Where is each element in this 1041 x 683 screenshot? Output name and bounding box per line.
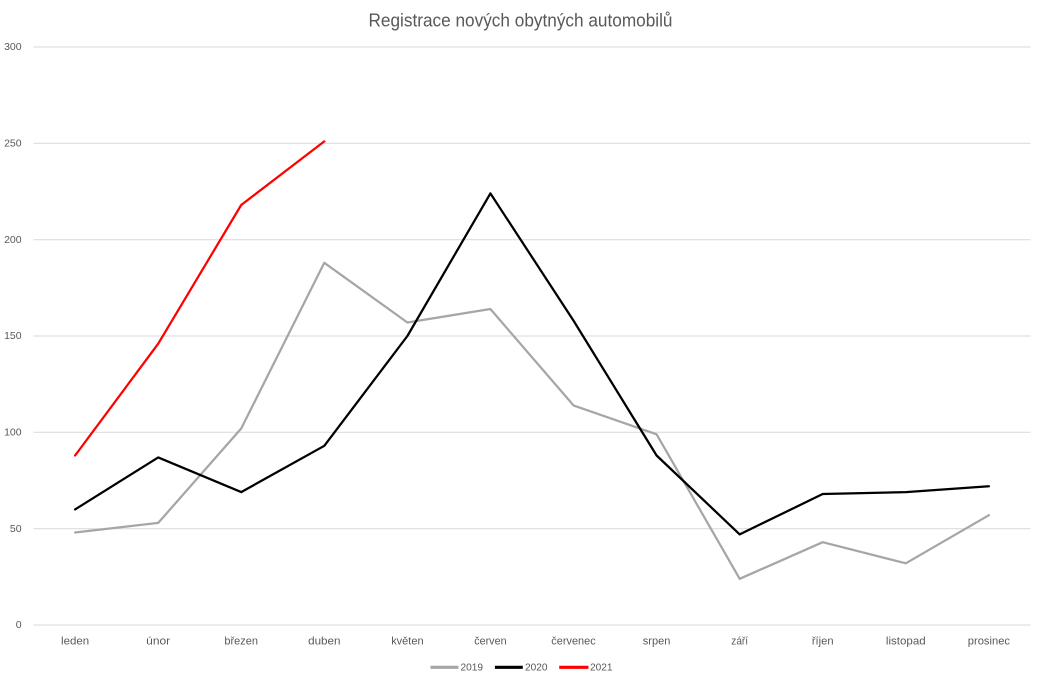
svg-text:300: 300 [4,41,22,53]
svg-text:2019: 2019 [461,661,484,673]
svg-text:září: září [731,635,748,647]
svg-text:0: 0 [16,619,22,631]
svg-text:50: 50 [10,523,22,535]
svg-text:březen: březen [224,635,258,647]
svg-text:srpen: srpen [643,635,671,647]
svg-text:červenec: červenec [551,635,596,647]
svg-text:leden: leden [61,635,89,647]
svg-text:200: 200 [4,234,22,246]
svg-text:Registrace nových obytných aut: Registrace nových obytných automobilů [369,9,673,30]
svg-text:říjen: říjen [812,635,834,647]
svg-text:duben: duben [308,635,340,647]
svg-text:prosinec: prosinec [968,635,1011,647]
svg-text:červen: červen [474,635,506,647]
svg-text:2020: 2020 [525,661,548,673]
svg-text:únor: únor [146,635,170,647]
svg-text:listopad: listopad [886,635,926,647]
svg-text:100: 100 [4,427,22,439]
svg-text:250: 250 [4,138,22,150]
svg-text:květen: květen [391,635,423,647]
svg-text:150: 150 [4,330,22,342]
svg-text:2021: 2021 [590,661,613,673]
